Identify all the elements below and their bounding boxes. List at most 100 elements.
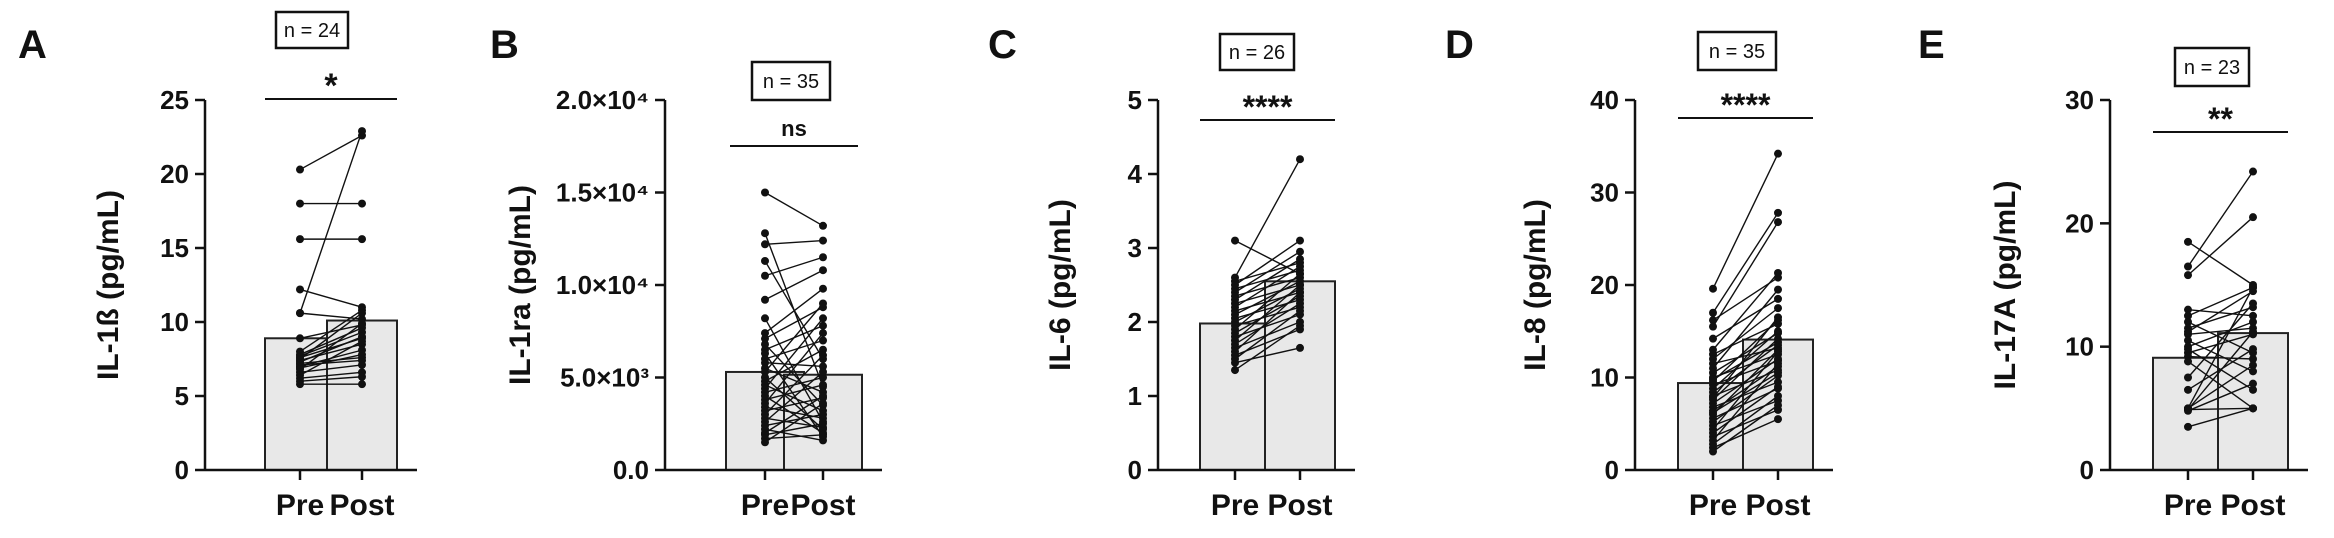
paired-line bbox=[1712, 323, 1779, 356]
data-point-post bbox=[1296, 236, 1304, 245]
data-point-post bbox=[1774, 218, 1782, 227]
y-tick-label: 2 bbox=[1128, 307, 1142, 337]
paired-line bbox=[1234, 265, 1301, 308]
panel-letter: B bbox=[490, 23, 519, 67]
data-point-post bbox=[1774, 347, 1782, 356]
data-point-post bbox=[819, 419, 827, 428]
paired-line bbox=[764, 397, 824, 412]
paired-line bbox=[1712, 212, 1779, 314]
data-point-pre bbox=[296, 165, 304, 174]
paired-line bbox=[764, 413, 824, 427]
data-point-pre bbox=[2184, 311, 2192, 320]
data-point-post bbox=[358, 360, 366, 369]
data-point-pre bbox=[761, 295, 769, 304]
paired-line bbox=[299, 327, 363, 356]
panel-letter: E bbox=[1918, 23, 1945, 67]
paired-line bbox=[2187, 339, 2254, 372]
paired-line bbox=[2187, 286, 2254, 317]
n-label: n = 35 bbox=[1709, 41, 1765, 63]
data-point-post bbox=[1774, 208, 1782, 217]
data-point-post bbox=[1296, 306, 1304, 315]
data-point-post bbox=[819, 392, 827, 400]
y-tick-label: 0 bbox=[1128, 455, 1142, 485]
paired-line bbox=[764, 428, 824, 442]
panel-letter: D bbox=[1445, 23, 1474, 67]
x-tick-label: Post bbox=[1745, 489, 1810, 522]
paired-line bbox=[764, 317, 824, 423]
y-axis-title: IL-8 (pg/mL) bbox=[1519, 199, 1552, 371]
data-point-post bbox=[1774, 392, 1782, 400]
n-label-box bbox=[1218, 32, 1296, 72]
data-point-pre bbox=[761, 229, 769, 238]
data-point-pre bbox=[1709, 284, 1717, 293]
data-point-pre bbox=[1709, 316, 1717, 325]
paired-line bbox=[1712, 332, 1779, 374]
y-tick-label: 5 bbox=[175, 381, 189, 411]
paired-line bbox=[764, 256, 824, 277]
paired-line bbox=[1234, 284, 1301, 342]
paired-line bbox=[1712, 351, 1779, 430]
paired-line bbox=[764, 332, 824, 404]
data-point-post bbox=[819, 351, 827, 360]
paired-line bbox=[299, 376, 363, 382]
data-point-post bbox=[819, 321, 827, 330]
data-point-pre bbox=[2184, 262, 2192, 271]
significance-label: **** bbox=[1243, 89, 1293, 125]
data-point-post bbox=[2249, 345, 2257, 354]
data-point-pre bbox=[296, 235, 304, 244]
data-point-post bbox=[819, 236, 827, 245]
paired-line bbox=[2187, 321, 2254, 348]
y-tick-label: 10 bbox=[1590, 363, 1619, 393]
paired-line bbox=[1712, 272, 1779, 351]
paired-line bbox=[1234, 325, 1301, 371]
paired-line bbox=[1712, 395, 1779, 445]
paired-line bbox=[2187, 333, 2254, 354]
data-point-pre bbox=[296, 334, 304, 343]
paired-line bbox=[2187, 407, 2254, 428]
data-point-post bbox=[2249, 318, 2257, 326]
paired-line bbox=[1234, 240, 1301, 286]
n-label-box bbox=[2173, 46, 2251, 88]
data-point-post bbox=[1774, 304, 1782, 313]
data-point-pre bbox=[2184, 305, 2192, 314]
y-tick-label: 1.0×10⁴ bbox=[556, 270, 649, 300]
data-point-post bbox=[1296, 288, 1304, 297]
data-point-post bbox=[819, 436, 827, 445]
paired-line bbox=[1234, 280, 1301, 316]
data-point-post bbox=[1774, 327, 1782, 336]
paired-line bbox=[2187, 364, 2254, 409]
n-label-box bbox=[1696, 30, 1778, 72]
data-point-pre bbox=[2184, 385, 2192, 394]
data-point-pre bbox=[1231, 236, 1239, 245]
data-point-post bbox=[358, 199, 366, 208]
paired-line bbox=[299, 309, 363, 353]
data-point-post bbox=[358, 235, 366, 244]
data-point-pre bbox=[761, 188, 769, 197]
data-point-post bbox=[819, 380, 827, 389]
data-point-post bbox=[819, 299, 827, 308]
data-point-post bbox=[1774, 415, 1782, 424]
y-tick-label: 25 bbox=[160, 85, 189, 115]
paired-line bbox=[1712, 409, 1779, 438]
data-point-post bbox=[2249, 361, 2257, 370]
n-label-box bbox=[274, 10, 350, 50]
data-point-post bbox=[1296, 321, 1304, 330]
paired-line bbox=[1712, 316, 1779, 399]
paired-line bbox=[299, 312, 363, 320]
data-point-post bbox=[1296, 299, 1304, 308]
paired-line bbox=[2187, 303, 2254, 378]
data-point-post bbox=[1774, 268, 1782, 277]
paired-line bbox=[1712, 330, 1779, 390]
y-tick-label: 2.0×10⁴ bbox=[556, 85, 649, 115]
paired-line bbox=[1712, 375, 1779, 423]
y-tick-label: 20 bbox=[160, 159, 189, 189]
paired-line bbox=[1712, 153, 1779, 290]
x-tick-label: Pre bbox=[1211, 489, 1259, 522]
data-point-pre bbox=[2184, 237, 2192, 246]
paired-line bbox=[299, 312, 363, 360]
data-point-pre bbox=[1709, 408, 1717, 417]
data-point-pre bbox=[296, 309, 304, 318]
data-point-pre bbox=[2184, 271, 2192, 280]
panel-d: D IL-8 (pg/mL) 0 10 20 30 40 Pre Post n = 35 **** bbox=[1445, 23, 1833, 522]
data-point-post bbox=[819, 266, 827, 275]
